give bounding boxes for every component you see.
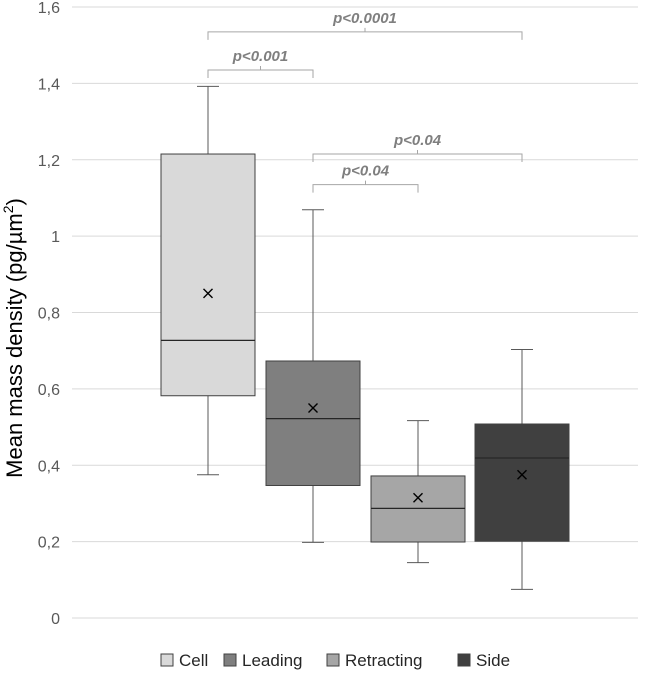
box-side: [474, 349, 570, 590]
legend-item-cell: Cell: [160, 651, 208, 670]
legend-label: Cell: [179, 651, 208, 670]
legend-swatch: [457, 653, 471, 667]
box-cell: [160, 85, 256, 476]
significance-label: p<0.04: [341, 163, 390, 180]
box-iqr: [474, 423, 570, 542]
box-series: [160, 85, 570, 590]
legend-item-side: Side: [457, 651, 510, 670]
y-axis-label-text: Mean mass density (pg/µm: [2, 213, 27, 478]
y-tick-label: 1,2: [38, 153, 60, 170]
significance-label: p<0.001: [232, 48, 288, 65]
mean-marker: [517, 469, 527, 480]
y-axis-label-superscript: 2: [0, 205, 16, 213]
y-axis-label-close: ): [2, 198, 27, 205]
significance-brackets: p<0.0001 p<0.001 p<0.04p<0.04: [207, 10, 523, 193]
box-retracting: [370, 420, 466, 564]
y-tick-label: 0,6: [38, 382, 60, 399]
significance-label: p<0.0001: [332, 10, 397, 27]
legend-label: Retracting: [345, 651, 422, 670]
legend-label: Side: [476, 651, 510, 670]
legend-item-retracting: Retracting: [326, 651, 422, 670]
bracket-line: [207, 69, 314, 79]
legend-item-leading: Leading: [223, 651, 303, 670]
legend: Cell Leading Retracting Side: [160, 651, 510, 670]
box-iqr: [265, 360, 361, 486]
y-axis-tick-labels: 0 0,2 0,4 0,6 0,8 1 1,2 1,4 1,6: [38, 0, 60, 628]
significance-label: p<0.04: [393, 132, 442, 149]
y-tick-label: 1,6: [38, 0, 60, 17]
mean-marker: [413, 492, 423, 503]
mean-marker: [308, 402, 318, 413]
y-tick-label: 1: [51, 229, 60, 246]
y-tick-label: 0,8: [38, 306, 60, 323]
significance-bracket: p<0.001: [207, 48, 314, 79]
y-tick-label: 0: [51, 611, 60, 628]
box-iqr: [160, 153, 256, 397]
y-axis-label: Mean mass density (pg/µm2): [0, 198, 27, 478]
legend-swatch: [223, 653, 237, 667]
box-leading: [265, 209, 361, 543]
legend-label: Leading: [242, 651, 303, 670]
significance-bracket: p<0.04: [312, 163, 419, 193]
y-tick-label: 0,2: [38, 535, 60, 552]
legend-swatch: [326, 653, 340, 667]
y-tick-label: 0,4: [38, 458, 60, 475]
bracket-line: [207, 31, 523, 40]
bracket-line: [312, 153, 523, 163]
legend-swatch: [160, 653, 174, 667]
mean-marker: [203, 288, 213, 299]
bracket-line: [312, 184, 419, 193]
y-tick-label: 1,4: [38, 76, 60, 93]
significance-bracket: p<0.04: [312, 132, 523, 163]
significance-bracket: p<0.0001: [207, 10, 523, 40]
